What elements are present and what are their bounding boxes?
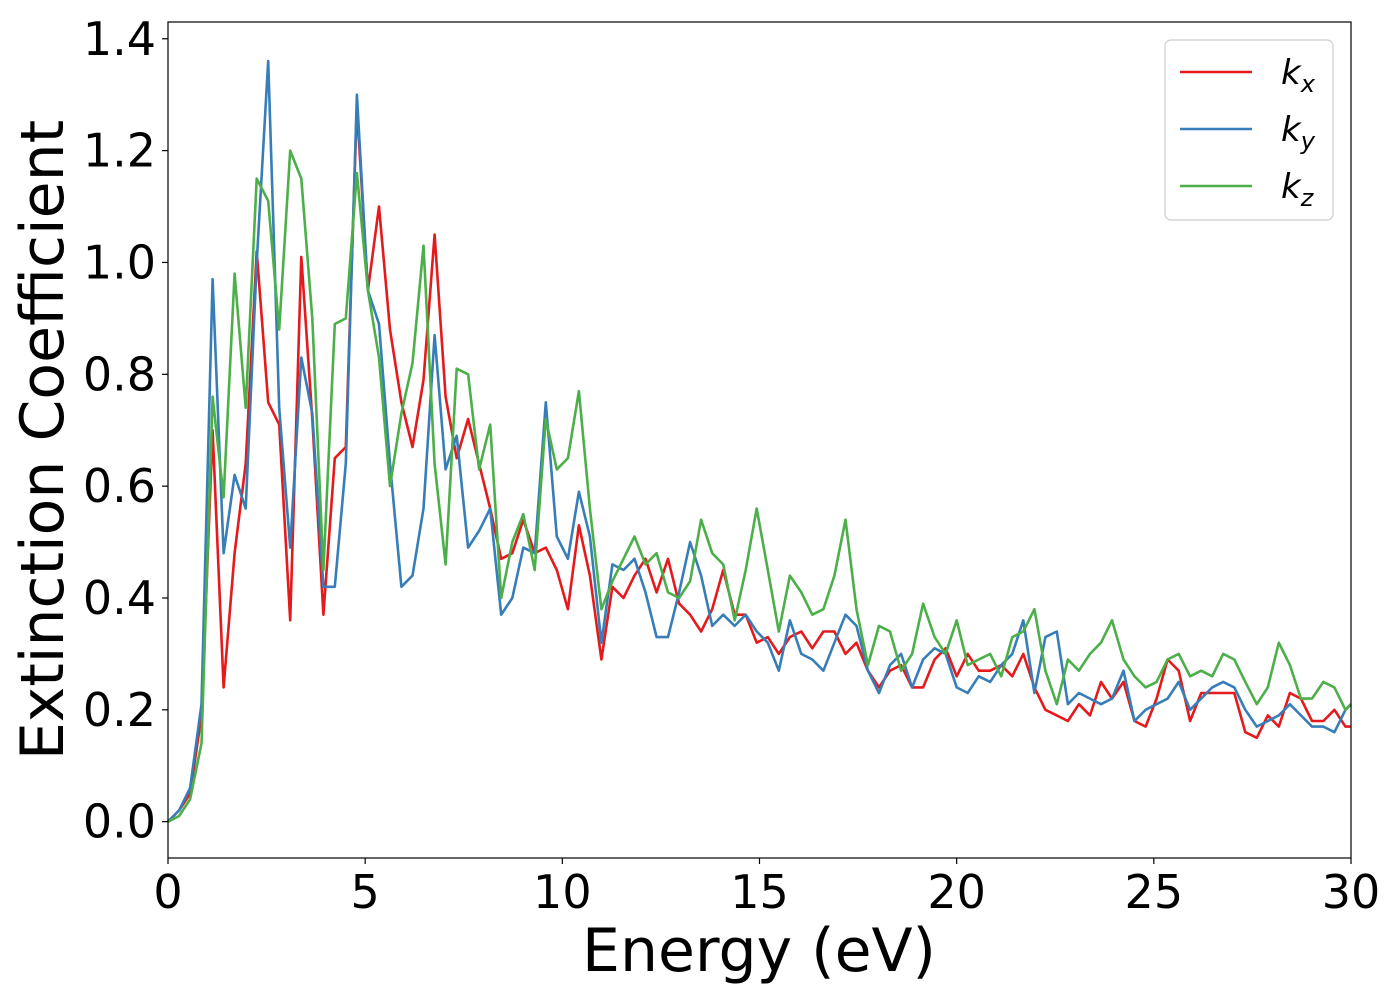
series-line-kz	[167, 149, 1352, 823]
x-tick-label: 20	[927, 865, 986, 919]
y-tick-label: 0.8	[83, 347, 156, 401]
y-tick-label: 0.2	[83, 683, 156, 737]
y-axis-label: Extinction Coefficient	[8, 120, 78, 760]
y-tick-label: 0.0	[83, 795, 156, 849]
y-tick-label: 1.2	[83, 124, 156, 178]
y-tick-label: 0.6	[83, 459, 156, 513]
x-tick-label: 0	[153, 865, 182, 919]
x-tick-label: 5	[351, 865, 380, 919]
y-tick-label: 0.4	[83, 571, 156, 625]
x-tick-label: 15	[730, 865, 789, 919]
x-tick-label: 25	[1125, 865, 1184, 919]
y-axis-ticks: 0.0 0.2 0.4 0.6 0.8 1.0 1.2 1.4	[83, 12, 168, 849]
series-layer	[167, 59, 1352, 823]
x-tick-label: 10	[533, 865, 592, 919]
y-tick-label: 1.4	[83, 12, 156, 66]
x-tick-label: 30	[1322, 865, 1381, 919]
x-axis-ticks: 0 5 10 15 20 25 30	[153, 858, 1380, 919]
legend-label-ky: ky	[1281, 110, 1316, 155]
plot-background	[168, 22, 1351, 858]
x-axis-label: Energy (eV)	[582, 916, 936, 986]
y-tick-label: 1.0	[83, 235, 156, 289]
